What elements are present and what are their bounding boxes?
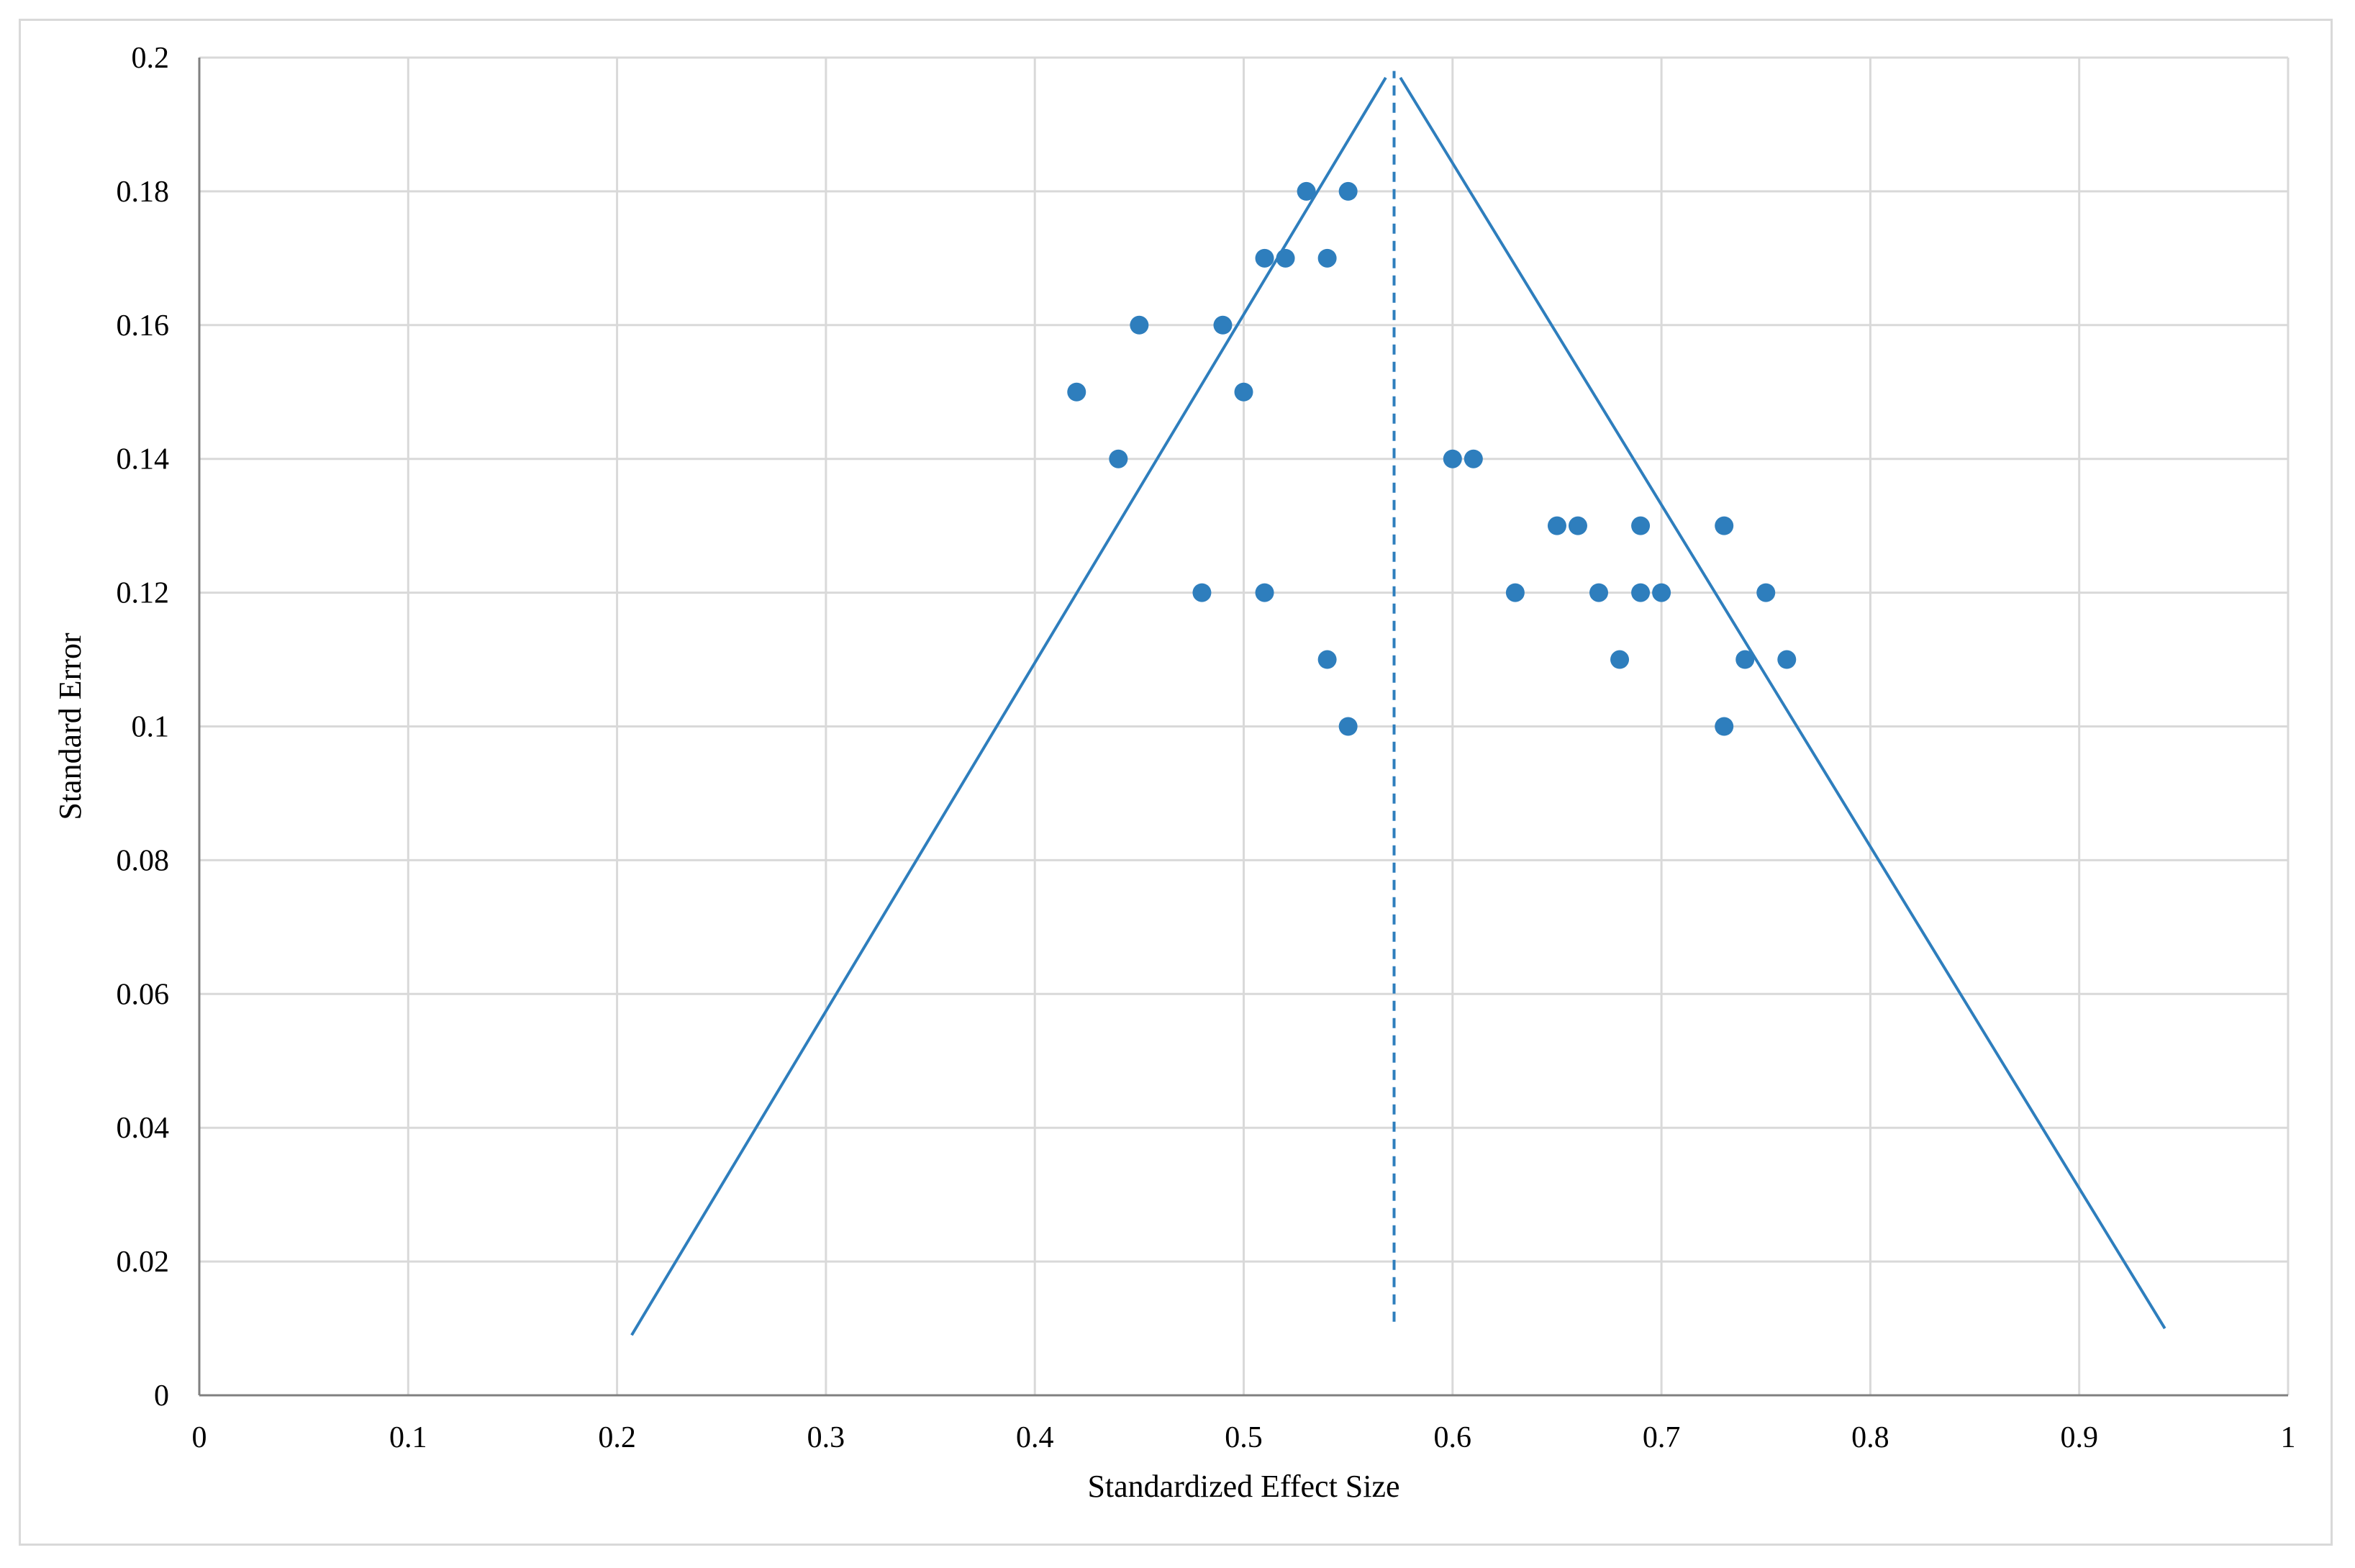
data-point — [1338, 717, 1358, 736]
data-point — [1338, 181, 1358, 201]
data-point — [1715, 516, 1734, 535]
data-point — [1297, 181, 1316, 201]
data-point — [1547, 516, 1566, 535]
x-axis-title: Standardized Effect Size — [1087, 1469, 1399, 1504]
funnel-left-line — [630, 76, 1387, 1336]
data-point — [1317, 650, 1337, 669]
data-point — [1610, 650, 1630, 669]
tick-labels: 0 0.1 0.2 0.3 0.4 0.5 0.6 0.7 0.8 0.9 1 0 0.02 0.04 0.… — [117, 42, 2296, 1454]
y-tick-label: 0.2 — [132, 42, 170, 75]
data-point — [1130, 315, 1149, 335]
data-point — [1213, 315, 1233, 335]
data-point — [1631, 516, 1651, 535]
x-tick-label: 0.5 — [1225, 1421, 1263, 1454]
axes — [198, 58, 2288, 1397]
x-tick-label: 0.8 — [1851, 1421, 1889, 1454]
x-tick-label: 0.4 — [1016, 1421, 1054, 1454]
x-tick-label: 0.6 — [1434, 1421, 1472, 1454]
y-axis-title: Standard Error — [53, 633, 88, 820]
data-point — [1777, 650, 1797, 669]
x-tick-label: 0.3 — [807, 1421, 845, 1454]
data-point — [1109, 449, 1128, 468]
y-tick-label: 0.06 — [117, 978, 170, 1011]
funnel-lines — [630, 71, 2166, 1336]
data-point — [1234, 382, 1253, 402]
data-point — [1192, 583, 1212, 602]
y-tick-label: 0.08 — [117, 844, 170, 877]
x-tick-label: 1 — [2281, 1421, 2296, 1454]
data-point — [1276, 248, 1295, 268]
x-tick-label: 0.7 — [1643, 1421, 1681, 1454]
funnel-right-line — [1399, 76, 2166, 1330]
y-tick-label: 0.04 — [117, 1112, 170, 1145]
data-points — [1067, 181, 1797, 736]
data-point — [1568, 516, 1587, 535]
gridlines — [199, 56, 2290, 1395]
data-point — [1652, 583, 1671, 602]
data-point — [1505, 583, 1525, 602]
data-point — [1715, 717, 1734, 736]
data-point — [1589, 583, 1609, 602]
x-tick-label: 0.9 — [2060, 1421, 2098, 1454]
y-tick-label: 0.18 — [117, 176, 170, 209]
data-point — [1464, 449, 1483, 468]
y-tick-label: 0 — [154, 1379, 169, 1413]
data-point — [1631, 583, 1651, 602]
y-tick-label: 0.12 — [117, 577, 170, 610]
data-point — [1255, 248, 1274, 268]
data-point — [1067, 382, 1086, 402]
chart-frame — [19, 19, 2333, 1546]
data-point — [1443, 449, 1462, 468]
x-tick-label: 0 — [192, 1421, 207, 1454]
data-point — [1735, 650, 1755, 669]
data-point — [1255, 583, 1274, 602]
y-tick-label: 0.02 — [117, 1246, 170, 1279]
data-point — [1756, 583, 1776, 602]
y-tick-label: 0.1 — [132, 711, 170, 744]
data-point — [1317, 248, 1337, 268]
x-tick-label: 0.1 — [389, 1421, 427, 1454]
y-tick-label: 0.16 — [117, 309, 170, 343]
x-tick-label: 0.2 — [598, 1421, 636, 1454]
y-tick-label: 0.14 — [117, 443, 170, 476]
